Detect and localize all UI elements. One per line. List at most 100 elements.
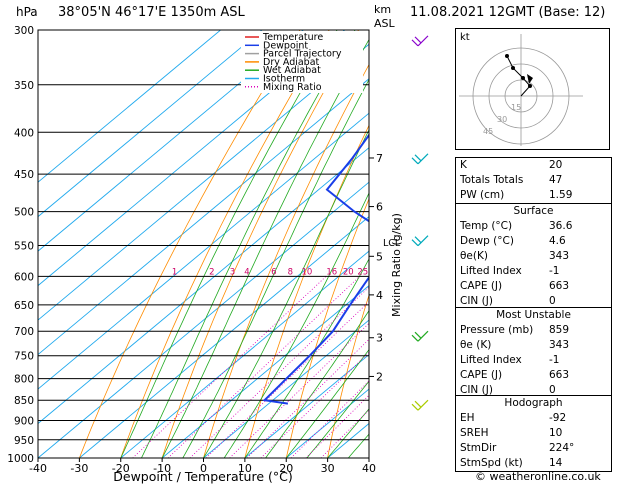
x-tick-label: 30: [321, 462, 335, 475]
km-tick-label: 2: [376, 370, 383, 383]
legend-label: Dry Adiabat: [263, 57, 320, 68]
indices-row: Totals Totals 47: [460, 174, 563, 186]
mixing-ratio-label: 4: [244, 267, 249, 277]
km-tick-label: 7: [376, 152, 383, 165]
isotherm-line: [38, 30, 346, 287]
wet-adiabat-line: [285, 348, 369, 458]
most-unstable-row: Lifted Index -1: [460, 354, 560, 366]
isotherm-line: [368, 457, 369, 458]
legend-label: Wet Adiabat: [263, 65, 321, 76]
wet-adiabat-line: [141, 30, 356, 458]
pressure-tick-label: 400: [14, 127, 34, 139]
most-unstable-row: Pressure (mb) 859: [460, 324, 570, 336]
wind-barbs: [411, 35, 429, 411]
height-axis: 7 6 5 4 3 2 LCL: [369, 152, 401, 383]
isotherm-line: [38, 30, 304, 252]
x-tick-label: 20: [279, 462, 293, 475]
x-tick-label: -10: [153, 462, 171, 475]
wind-barb-icon: [417, 330, 429, 342]
pressure-tick-label: 300: [14, 25, 34, 37]
legend-label: Isotherm: [263, 74, 305, 85]
wind-barb-icon: [414, 36, 422, 44]
most-unstable-title: Most Unstable: [496, 309, 571, 321]
temperature-line: [422, 30, 455, 402]
wind-barb-icon: [414, 236, 422, 244]
wet-adiabat-line: [306, 380, 369, 458]
wet-adiabat-line: [120, 30, 338, 458]
skewt-diagram: 1 2 3 4 6 8 10 16 20 25 3003504004505005506006507…: [7, 25, 455, 484]
x-tick-label: 0: [200, 462, 207, 475]
dewpoint-line: [262, 133, 369, 405]
mixing-ratio-line: [290, 380, 369, 458]
wind-barb-icon: [411, 157, 419, 165]
pressure-tick-label: 450: [14, 169, 34, 181]
hodograph: kt 15 30 45: [455, 28, 610, 150]
date-title: 11.08.2021 12GMT (Base: 12): [410, 5, 606, 20]
most-unstable-row: CAPE (J) 663: [460, 369, 570, 381]
wind-barb-icon: [417, 153, 429, 165]
legend-box: [241, 31, 363, 93]
mixing-ratio-label: 2: [209, 267, 214, 277]
hodograph-table-row: SREH 10: [460, 427, 563, 439]
isotherm-line: [38, 147, 369, 425]
isotherm-line: [38, 43, 369, 321]
legend-label: Temperature: [262, 32, 323, 43]
pressure-tick-label: 900: [14, 416, 34, 428]
dry-adiabat-line: [203, 63, 369, 458]
pressure-tick-label: 550: [14, 240, 34, 252]
km-tick-label: 4: [376, 289, 383, 302]
hodograph-point: [528, 84, 532, 88]
storm-motion-arrow-icon: [527, 74, 533, 84]
hodograph-table: Hodograph EH -92 SREH 10 StmDir 224° StmSpd…: [455, 395, 612, 472]
mixing-ratio-label: 10: [302, 267, 313, 277]
wind-barb-icon: [411, 39, 419, 47]
mixing-ratio-line: [246, 338, 369, 458]
x-tick-label: 10: [238, 462, 252, 475]
hodograph-frame: [455, 28, 610, 150]
hpa-unit-label: hPa: [16, 5, 38, 19]
parcel-trajectory-line: [422, 30, 455, 402]
mixing-ratio-line: [205, 301, 369, 458]
wind-barb-icon: [414, 400, 422, 408]
hodograph-table-row: EH -92: [460, 412, 567, 424]
isotherm-line: [161, 285, 369, 458]
isotherm-line: [244, 353, 369, 458]
mixing-ratio-labels: 1 2 3 4 6 8 10 16 20 25: [172, 267, 368, 277]
wind-barb-icon: [411, 239, 419, 247]
indices-row: PW (cm) 1.59: [460, 189, 573, 201]
hodograph-point: [505, 54, 509, 58]
pressure-tick-label: 800: [14, 374, 34, 386]
dry-adiabat-line: [79, 30, 301, 458]
x-tick-label: -40: [29, 462, 47, 475]
pressure-axis: 300 350 400 450 500 550 600 650 700 750 800 850 900 9…: [7, 25, 34, 465]
x-tick-label: -30: [70, 462, 88, 475]
isotherm-line: [79, 216, 369, 458]
mixing-ratio-label: 8: [288, 267, 293, 277]
wind-barb-icon: [411, 403, 419, 411]
surface-row: Lifted Index -1: [460, 265, 560, 277]
station-title: 38°05'N 46°17'E 1350m ASL: [58, 5, 245, 20]
hodograph-ring-label-30: 30: [497, 115, 507, 124]
wind-barb-icon: [411, 334, 419, 342]
mixing-ratio-label: 6: [271, 267, 276, 277]
mixing-ratio-line: [132, 276, 327, 458]
most-unstable-table: Most Unstable Pressure (mb) 859 θe (K) 343…: [455, 307, 612, 399]
hodograph-point: [511, 66, 515, 70]
isotherm-line: [203, 319, 369, 458]
wet-adiabat-line: [265, 309, 369, 458]
pressure-tick-label: 600: [14, 271, 34, 283]
mixing-ratio-label: 3: [230, 267, 235, 277]
legend-label: Mixing Ratio: [263, 82, 322, 93]
mixing-ratio-line: [305, 394, 369, 458]
legend-label: Dewpoint: [263, 40, 308, 51]
km-tick-label: 3: [376, 332, 383, 345]
isotherm-line: [120, 250, 369, 458]
hodograph-ring-label-15: 15: [511, 103, 521, 112]
mixing-ratio-label: 20: [343, 267, 354, 277]
surface-row: θe(K) 343: [460, 250, 570, 262]
isotherm-line: [38, 30, 263, 218]
pressure-tick-label: 650: [14, 300, 34, 312]
wind-barb-icon: [414, 154, 422, 162]
